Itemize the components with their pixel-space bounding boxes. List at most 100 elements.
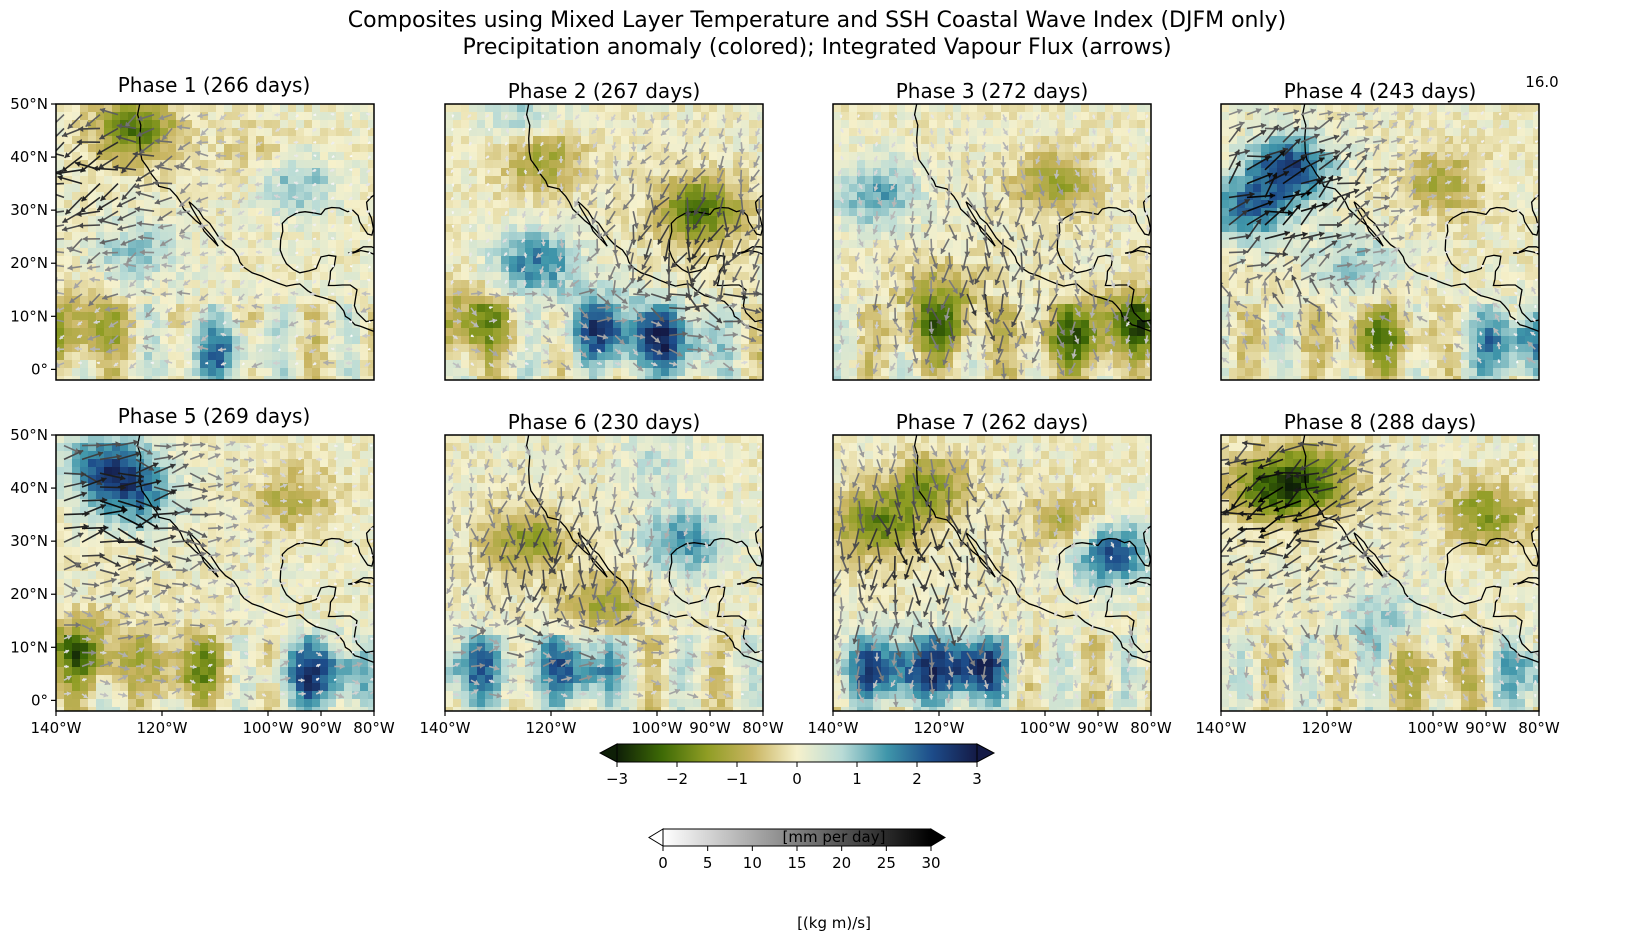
colorbars: −3 −2 −1 0 1 2 30 5 10 15 20 25 30 xyxy=(598,743,996,872)
coastline xyxy=(1150,574,1151,577)
x-tick-label: 120°W xyxy=(526,719,577,737)
x-tick-label: 90°W xyxy=(689,719,731,737)
coastline xyxy=(1538,243,1539,246)
x-tick-label: 120°W xyxy=(1302,719,1353,737)
panel-frame xyxy=(1220,434,1540,712)
x-tick-label: 140°W xyxy=(808,719,859,737)
x-tick-label: 80°W xyxy=(742,719,784,737)
x-tick-label: 90°W xyxy=(1077,719,1119,737)
corner-annotation: 16.0 xyxy=(1525,73,1558,91)
coastline xyxy=(136,104,374,332)
y-tick-label: 40°N xyxy=(10,479,48,497)
panel-title: Phase 4 (243 days) xyxy=(1284,79,1477,103)
precip-colorbar-tick: 3 xyxy=(972,770,982,788)
panels: Phase 1 (266 days) 50°N 40°N 30°N 20°N 10°N 0°… xyxy=(10,73,1560,737)
y-tick-label: 10°N xyxy=(10,307,48,325)
coastline xyxy=(1056,194,1151,323)
y-tick-label: 50°N xyxy=(10,95,48,113)
x-tick-label: 120°W xyxy=(137,719,188,737)
vapour-flux-arrows xyxy=(833,445,1151,708)
coastline xyxy=(762,574,763,577)
panel-title: Phase 6 (230 days) xyxy=(508,410,701,434)
coastline xyxy=(136,435,374,663)
panel-frame xyxy=(1220,103,1540,381)
vapour-flux-arrows xyxy=(835,114,1151,379)
flux-colorbar-tick: 30 xyxy=(921,854,940,872)
y-tick-label: 30°N xyxy=(10,532,48,550)
coastline xyxy=(913,435,1151,663)
panel-2: Phase 2 (267 days) xyxy=(444,79,764,381)
panel-8: Phase 8 (288 days) 140°W 120°W 100°W 90°W 80°… xyxy=(1196,410,1560,737)
panel-4: Phase 4 (243 days) xyxy=(1220,79,1540,381)
precip-colorbar-tick: −2 xyxy=(666,770,688,788)
coastline xyxy=(1124,577,1151,586)
panel-title: Phase 1 (266 days) xyxy=(118,73,311,97)
coastline xyxy=(279,194,374,323)
x-tick-label: 90°W xyxy=(300,719,342,737)
panel-7: Phase 7 (262 days) 140°W 120°W 100°W 90°W 80°… xyxy=(808,410,1172,737)
coastline xyxy=(913,104,1151,332)
coastline xyxy=(525,104,763,332)
panel-frame xyxy=(444,103,764,381)
coastline xyxy=(1150,243,1151,246)
panel-title: Phase 3 (272 days) xyxy=(896,79,1089,103)
flux-colorbar: 0 5 10 15 20 25 30 xyxy=(648,828,946,872)
vapour-flux-arrows xyxy=(1221,107,1539,364)
x-tick-label: 100°W xyxy=(1408,719,1459,737)
coastline xyxy=(347,577,374,586)
panel-title: Phase 2 (267 days) xyxy=(508,79,701,103)
x-tick-label: 100°W xyxy=(243,719,294,737)
flux-colorbar-tick: 25 xyxy=(877,854,896,872)
panel-frame xyxy=(55,434,375,712)
x-tick-label: 100°W xyxy=(1020,719,1071,737)
precip-colorbar-label: [mm per day] xyxy=(782,828,886,846)
y-tick-label: 20°N xyxy=(10,254,48,272)
y-tick-label: 20°N xyxy=(10,585,48,603)
panel-1: Phase 1 (266 days) 50°N 40°N 30°N 20°N 10°N 0° xyxy=(10,73,375,381)
y-tick-label: 30°N xyxy=(10,201,48,219)
coastline xyxy=(1124,246,1151,255)
y-tick-label: 50°N xyxy=(10,426,48,444)
x-tick-label: 80°W xyxy=(353,719,395,737)
x-tick-label: 140°W xyxy=(1196,719,1247,737)
coastline xyxy=(668,525,763,654)
flux-colorbar-tick: 0 xyxy=(658,854,668,872)
coastline xyxy=(1444,525,1539,654)
precip-colorbar-tick: 2 xyxy=(912,770,922,788)
x-tick-label: 80°W xyxy=(1518,719,1560,737)
vapour-flux-arrows xyxy=(56,107,372,370)
precip-colorbar: −3 −2 −1 0 1 2 3 xyxy=(598,743,996,788)
precip-colorbar-tick: 0 xyxy=(792,770,802,788)
coastline xyxy=(373,574,374,577)
flux-colorbar-tick: 20 xyxy=(832,854,851,872)
vapour-flux-arrows xyxy=(449,113,763,372)
x-tick-label: 90°W xyxy=(1465,719,1507,737)
precip-field xyxy=(56,104,374,380)
flux-colorbar-tick: 15 xyxy=(787,854,806,872)
coastline xyxy=(1512,246,1539,255)
panel-frame xyxy=(444,434,764,712)
x-tick-label: 140°W xyxy=(31,719,82,737)
figure-title-line1: Composites using Mixed Layer Temperature… xyxy=(347,8,1287,33)
x-tick-label: 120°W xyxy=(914,719,965,737)
coastline xyxy=(1538,574,1539,577)
panel-title: Phase 5 (269 days) xyxy=(118,404,311,428)
coastline xyxy=(762,243,763,246)
panel-title: Phase 8 (288 days) xyxy=(1284,410,1477,434)
panel-frame xyxy=(832,103,1152,381)
coastline xyxy=(1056,525,1151,654)
x-tick-label: 80°W xyxy=(1130,719,1172,737)
panel-title: Phase 7 (262 days) xyxy=(896,410,1089,434)
vapour-flux-arrows xyxy=(1221,440,1539,706)
panel-5: Phase 5 (269 days) 50°N 40°N 30°N 20°N 10°N 0°… xyxy=(10,404,395,737)
y-tick-label: 10°N xyxy=(10,638,48,656)
precip-colorbar-tick: −3 xyxy=(606,770,628,788)
coastline xyxy=(1301,104,1539,332)
panel-6: Phase 6 (230 days) 140°W 120°W 100°W 90°W 80°… xyxy=(420,410,784,737)
coastline xyxy=(736,246,763,255)
vapour-flux-arrows xyxy=(63,439,374,701)
y-tick-label: 0° xyxy=(31,691,48,709)
flux-colorbar-label: [(kg m)/s] xyxy=(797,914,871,932)
precip-colorbar-tick: 1 xyxy=(852,770,862,788)
